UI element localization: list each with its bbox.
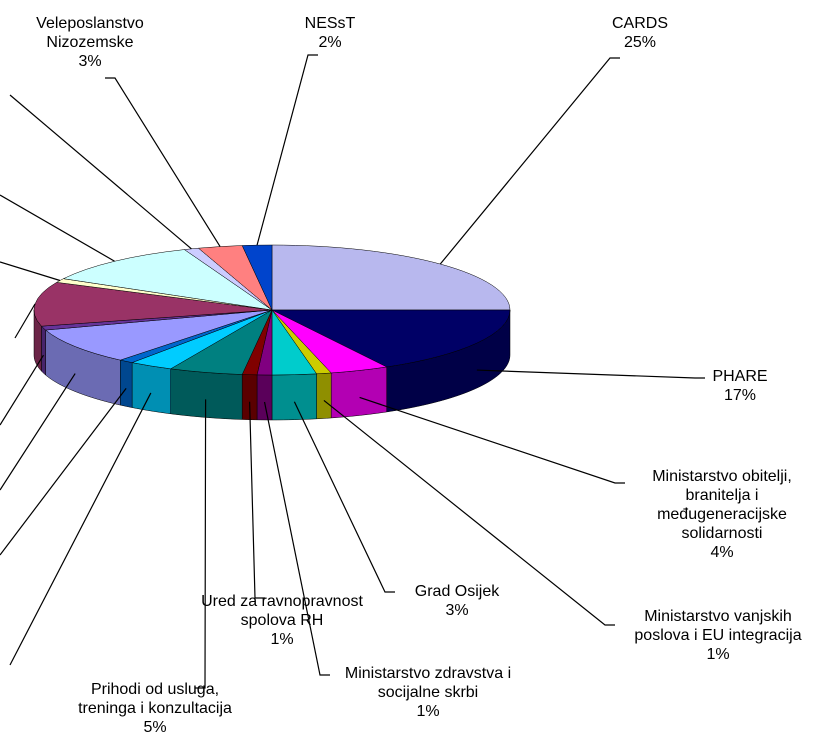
label-line: socijalne skrbi [378,684,478,701]
label-line: međugeneracijske [657,506,787,523]
slice-label: Grad Osijek [415,583,500,600]
slice-side [131,362,171,415]
leader-line [359,396,625,484]
slice-side [120,359,133,408]
value-label: 2% [318,34,341,51]
slice-label: Ministarstvo zdravstva i socijalne skrbi [345,665,511,701]
label-line: CARDS [612,15,668,32]
slice [33,282,273,327]
slice-label: Prihodi od usluga, treninga i konzultacij… [78,681,232,717]
value-label: 3% [78,53,101,70]
leader-line [293,401,395,593]
label-line: Ured za ravnopravnost [201,593,363,610]
leader-line [0,373,76,491]
slice-side [41,325,46,376]
slice-side [330,366,387,419]
label-line: Ministarstvo obitelji, [652,468,792,485]
slice-label: NESsT [305,15,356,32]
value-label: 17% [724,387,756,404]
leader-line [195,399,207,689]
slice [62,249,273,311]
leader-line [0,194,115,262]
slice [241,244,273,311]
value-label: 25% [624,34,656,51]
slice-label: Ministarstvo obitelji, branitelja i međuge… [652,468,792,542]
label-line: Veleposlanstvo [36,15,144,32]
value-label: 1% [706,646,729,663]
leader-line [0,261,61,282]
label-line: Grad Osijek [415,583,500,600]
label-line: solidarnosti [682,525,763,542]
value-label: 1% [270,631,293,648]
slice-label: PHARE [712,368,767,385]
value-label: 1% [416,703,439,720]
leader-line [9,94,192,250]
value-label: 4% [710,544,733,561]
label-line: Ministarstvo vanjskih [644,608,792,625]
label-line: Prihodi od usluga, [91,681,219,698]
label-line: PHARE [712,368,767,385]
leader-line [0,354,44,426]
slice-label: Ministarstvo vanjskih poslova i EU integr… [634,608,801,644]
label-line: treninga i konzultacija [78,700,232,717]
leader-line [9,392,152,666]
value-label: 3% [445,602,468,619]
label-line: NESsT [305,15,356,32]
slice [271,309,511,368]
leader-line [439,57,620,265]
leader-line [323,399,615,626]
slice-label: Ured za ravnopravnost spolova RH [201,593,363,629]
label-line: spolova RH [241,612,324,629]
slice-label: Veleposlanstvo Nizozemske [36,15,144,51]
value-label: 5% [143,719,166,736]
leader-line [476,369,705,379]
slice [45,309,273,361]
label-line: branitelja i [686,487,759,504]
slice-side [316,372,332,420]
slice-side [170,368,243,420]
slice-side [256,374,273,421]
leader-line [0,387,127,556]
leader-line [249,401,265,599]
slice-side [271,373,317,421]
leader-line [105,77,221,247]
label-line: Nizozemske [46,34,133,51]
leader-line [263,401,330,676]
label-line: Ministarstvo zdravstva i [345,665,511,682]
leader-line [256,54,318,246]
leader-line [14,303,36,339]
label-line: poslova i EU integracija [634,627,801,644]
slice-label: CARDS [612,15,668,32]
slice [271,244,511,311]
